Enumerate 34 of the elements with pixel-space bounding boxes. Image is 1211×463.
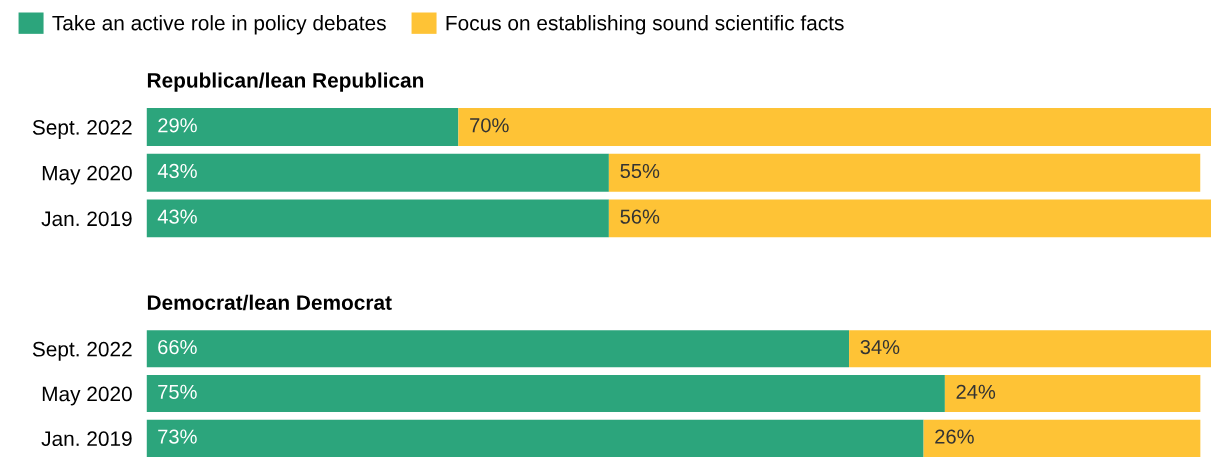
bar [944,374,1201,413]
bar [923,419,1201,457]
y-tick-label: Sept. 2022 [32,120,132,139]
bar [146,153,609,192]
data-label: 43% [157,209,197,224]
y-tick-label: May 2020 [42,386,132,406]
bar [146,330,850,368]
y-tick-label: Jan. 2019 [41,211,132,227]
bar [146,108,459,146]
data-label: 66% [158,339,197,355]
data-label: 73% [158,429,197,444]
y-tick-label: May 2020 [42,165,132,185]
y-tick-label: Sept. 2022 [32,341,132,361]
bar [849,330,1211,368]
bar [146,199,609,238]
data-label: 70% [470,118,509,133]
legend-label: Take an active role in policy debates [52,15,386,35]
bar [458,108,1211,146]
y-tick-label: Jan. 2019 [41,431,132,447]
data-label: 29% [158,118,197,133]
legend-label: Focus on establishing sound scientific facts [446,15,844,35]
bar [608,199,1211,238]
bar [608,153,1201,192]
data-label: 75% [158,384,197,399]
chart-title: Democrat/lean Democrat [147,294,392,311]
data-label: 34% [860,339,900,355]
data-label: 55% [620,163,660,179]
data-label: 43% [157,163,197,179]
chart-title: Republican/lean Republican [147,72,424,92]
data-label: 24% [956,384,996,399]
data-label: 56% [620,209,660,224]
bar [146,374,945,413]
data-label: 26% [935,429,974,444]
bar [146,419,924,457]
